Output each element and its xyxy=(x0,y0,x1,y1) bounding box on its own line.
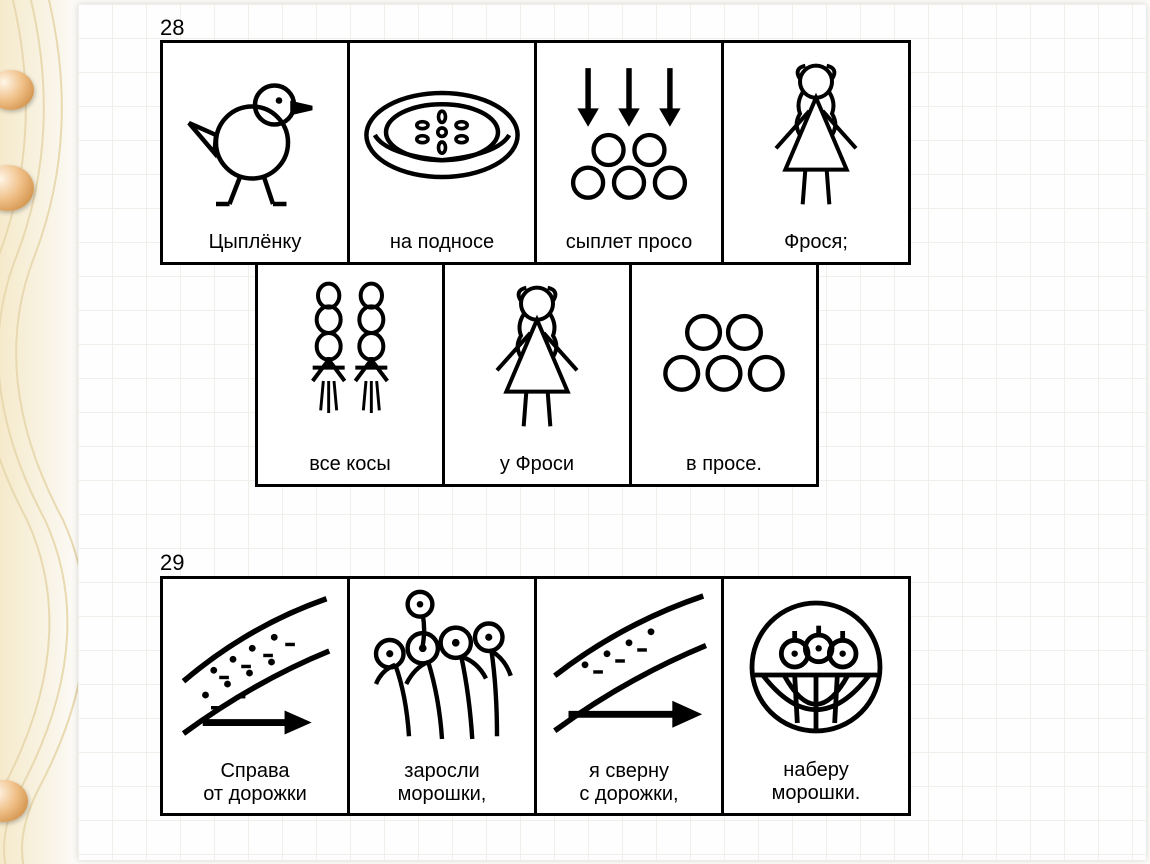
girl-icon xyxy=(746,55,886,215)
ex29-row: Справаот дорожки xyxy=(160,576,911,816)
card-path-right: Справаот дорожки xyxy=(160,576,350,816)
card-path-turn: я свернус дорожки, xyxy=(534,576,724,816)
card-girl-frosya: Фрося; xyxy=(721,40,911,265)
caption: я свернус дорожки, xyxy=(537,756,721,814)
caption: наберуморошки. xyxy=(724,755,908,813)
card-basket: наберуморошки. xyxy=(721,576,911,816)
pouring-millet-icon xyxy=(554,60,704,210)
girl-icon xyxy=(467,277,607,437)
tray-icon xyxy=(358,65,526,205)
caption: в просе. xyxy=(632,449,816,484)
cloudberry-bush-icon xyxy=(358,585,526,750)
caption: Справаот дорожки xyxy=(163,756,347,814)
card-pour: сыплет просо xyxy=(534,40,724,265)
chick-icon xyxy=(180,60,330,210)
card-chick: Цыплёнку xyxy=(160,40,350,265)
caption: на подносе xyxy=(350,227,534,262)
swirl-lines-icon xyxy=(0,0,78,864)
exercise-number-29: 29 xyxy=(160,550,184,576)
exercise-number-28: 28 xyxy=(160,15,184,41)
card-braids: все косы xyxy=(255,262,445,487)
caption: Фрося; xyxy=(724,227,908,262)
card-berry-bush: зарослиморошки, xyxy=(347,576,537,816)
caption: зарослиморошки, xyxy=(350,756,534,814)
card-millet: в просе. xyxy=(629,262,819,487)
caption: Цыплёнку xyxy=(163,227,347,262)
card-girl: у Фроси xyxy=(442,262,632,487)
path-right-icon xyxy=(171,585,339,750)
ex28-row2: все косы xyxy=(255,262,819,487)
caption: все косы xyxy=(258,449,442,484)
decorative-strip xyxy=(0,0,78,864)
caption: у Фроси xyxy=(445,449,629,484)
ex28-row1: Цыплёнку xyxy=(160,40,911,265)
braids-icon xyxy=(275,277,425,437)
slide-card: 28 xyxy=(78,4,1146,860)
basket-icon xyxy=(736,587,896,747)
millet-icon xyxy=(649,292,799,422)
caption: сыплет просо xyxy=(537,227,721,262)
page: 28 xyxy=(0,0,1150,864)
path-turn-icon xyxy=(545,585,713,750)
card-tray: на подносе xyxy=(347,40,537,265)
